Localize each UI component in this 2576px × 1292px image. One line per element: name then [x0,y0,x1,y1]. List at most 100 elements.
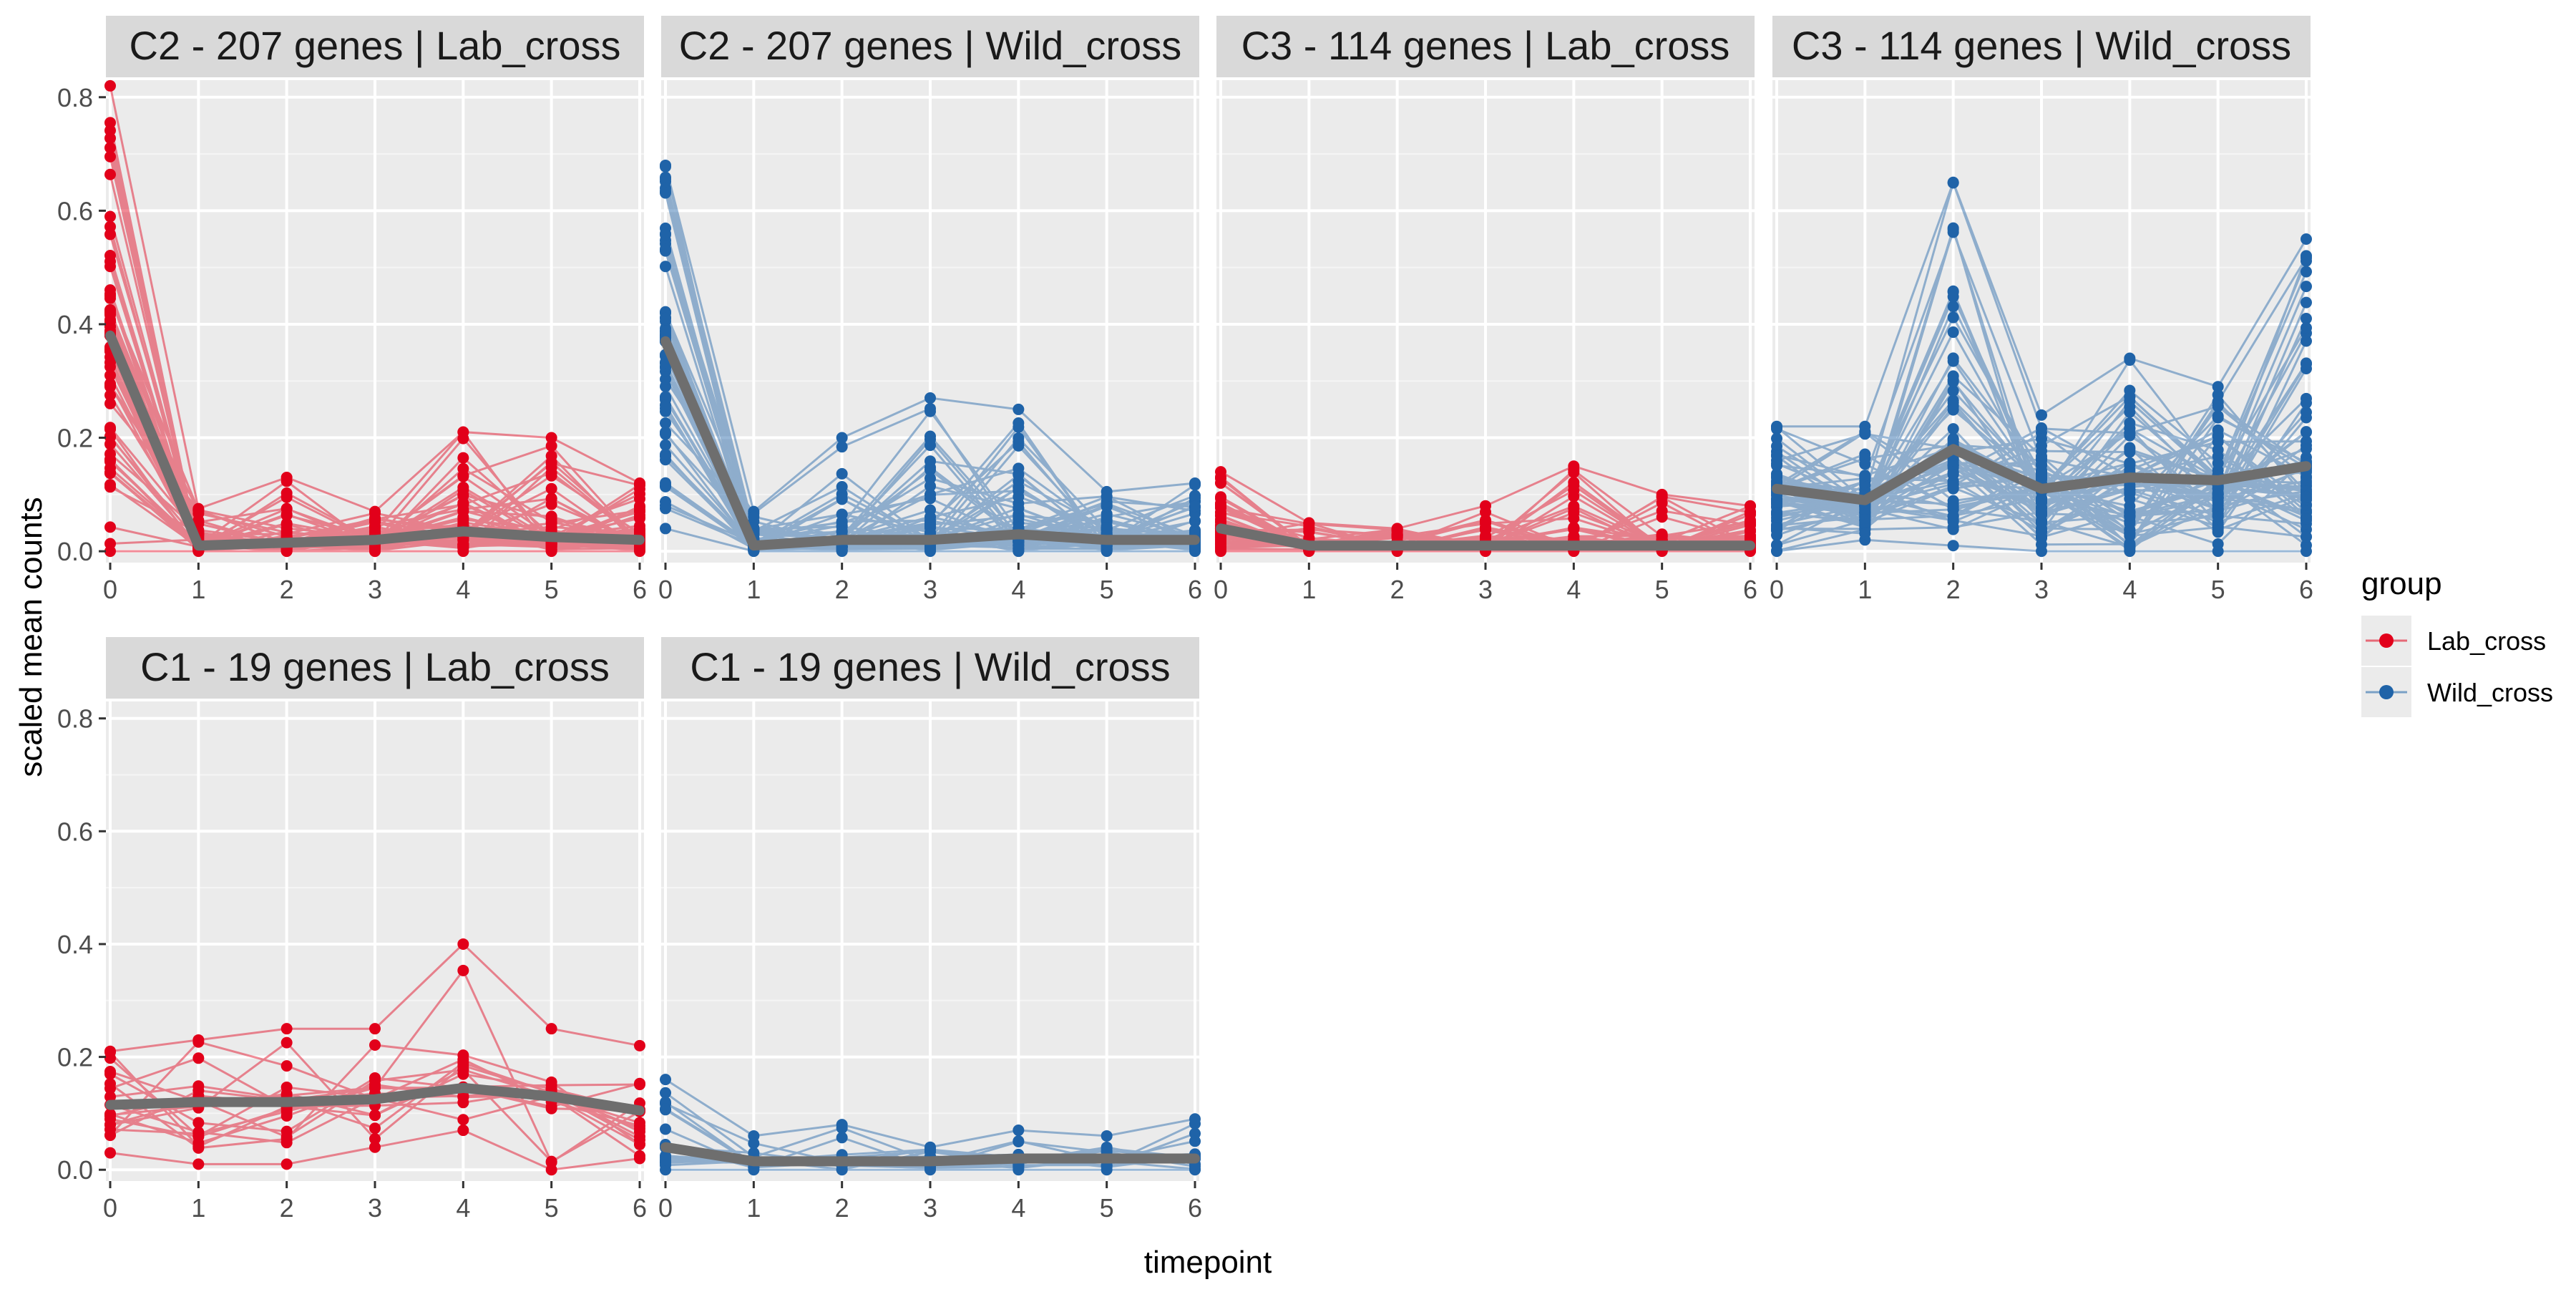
panel-title: C3 - 114 genes | Wild_cross [1792,23,2291,68]
mean-line [1216,523,1755,551]
x-tick-label: 3 [1478,575,1493,604]
gene-point [1859,470,1871,482]
x-tick-label: 1 [1858,575,1872,604]
x-tick-label: 3 [368,1193,382,1223]
y-tick-label: 0.4 [57,310,93,339]
gene-point [104,220,116,233]
legend-label: Lab_cross [2427,626,2546,656]
gene-point [1568,500,1580,513]
gene-point [2036,445,2047,457]
gene-point [1013,491,1025,503]
gene-point [2124,406,2136,418]
x-tick-label: 5 [545,575,559,604]
gene-point [836,492,848,505]
gene-point [2301,335,2312,347]
gene-point [1947,384,1959,397]
panel-strip [661,637,1199,699]
gene-point [1215,531,1226,543]
gene-point [457,432,469,445]
gene-point [2301,491,2312,503]
gene-point [2212,424,2224,436]
gene-point [2124,442,2136,454]
gene-point [1480,531,1491,543]
gene-point [1189,479,1201,491]
gene-point [1947,510,1959,522]
gene-point [280,1023,293,1035]
gene-point [104,1066,116,1078]
x-tick-label: 5 [2211,575,2225,604]
panel-strip [1216,16,1755,77]
x-tick-label: 1 [191,575,205,604]
x-tick-label: 2 [835,1193,849,1223]
gene-point [2212,538,2224,550]
gene-point [660,325,671,337]
gene-point [104,479,116,491]
gene-point [457,1125,469,1137]
gene-point [1859,513,1871,525]
x-tick-label: 0 [103,1193,117,1223]
gene-point [2036,465,2047,477]
panel-title: C2 - 207 genes | Lab_cross [130,23,621,68]
gene-point [457,505,469,517]
gene-point [104,538,116,550]
gene-point [660,1103,671,1115]
gene-point [2301,281,2312,293]
gene-point [2124,540,2136,553]
panel-title: C2 - 207 genes | Wild_cross [679,23,1181,68]
gene-point [104,448,116,460]
gene-point [634,1138,645,1150]
gene-point [1480,506,1491,518]
gene-point [280,1133,293,1145]
gene-point [1189,500,1201,513]
gene-point [634,509,645,521]
gene-point [545,432,557,444]
mean-line [105,330,645,551]
gene-point [1947,469,1959,481]
gene-point [545,450,557,462]
x-tick-label: 0 [658,575,673,604]
gene-point [1947,482,1959,494]
x-tick-label: 3 [923,575,937,604]
x-tick-label: 1 [746,1193,761,1223]
gene-point [924,1144,936,1156]
gene-point [924,392,936,404]
gene-point [369,1122,381,1135]
panel: C1 - 19 genes | Wild_cross 0 1 2 3 4 5 6 [658,637,1202,1223]
gene-point [2301,539,2312,551]
gene-point [545,1079,557,1092]
x-tick-label: 4 [1011,1193,1025,1223]
gene-point [2124,457,2136,470]
gene-point [1303,518,1315,530]
x-tick-label: 4 [456,1193,470,1223]
gene-point [192,1080,205,1092]
gene-point [457,540,469,553]
gene-point [634,1079,645,1091]
gene-point [2301,266,2312,278]
gene-point [545,498,557,510]
gene-point [634,500,645,513]
gene-point [1859,528,1871,540]
panel-strip [106,637,644,699]
gene-point [2212,488,2224,500]
gene-point [2124,354,2136,366]
gene-point [192,1036,205,1048]
gene-point [457,452,469,464]
gene-point [1013,403,1025,415]
gene-point [1189,1135,1201,1147]
panel: C1 - 19 genes | Lab_cross 0.0 0.2 0.4 0.6 0.8… [57,637,647,1223]
gene-point [1947,404,1959,416]
gene-point [104,1052,116,1064]
gene-point [924,520,936,532]
gene-point [1771,460,1782,472]
gene-point [2124,523,2136,535]
gene-point [192,1131,205,1143]
gene-point [280,487,293,499]
gene-point [545,439,557,452]
x-tick-label: 5 [1655,575,1669,604]
gene-point [1947,498,1959,510]
gene-point [2212,500,2224,512]
x-tick-label: 0 [103,575,117,604]
gene-point [457,938,469,950]
x-tick-label: 1 [746,575,761,604]
